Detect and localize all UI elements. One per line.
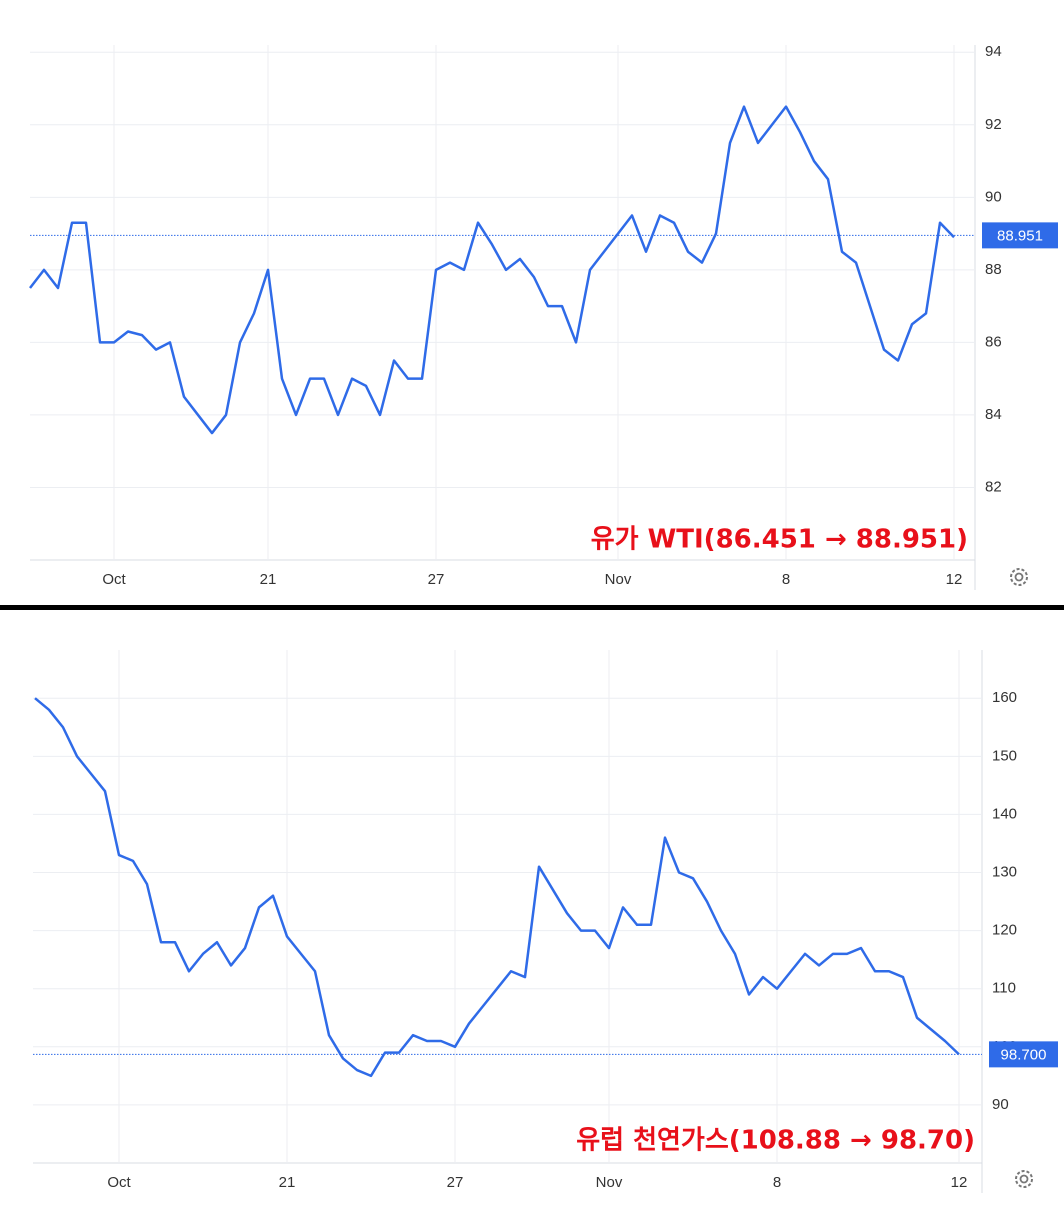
y-tick-label: 86 [985,333,1002,350]
annotation: 유가 WTI(86.451 → 88.951) [591,525,968,555]
x-tick-label: 12 [951,1174,968,1191]
x-tick-label: Nov [605,571,632,588]
gear-inner [1019,1174,1029,1184]
annotation: 유럽 천연가스(108.88 → 98.70) [576,1126,975,1156]
x-tick-label: 12 [946,571,963,588]
y-tick-label: 92 [985,116,1002,133]
y-tick-label: 82 [985,478,1002,495]
x-tick-label: 8 [773,1174,781,1191]
price-line [34,697,960,1078]
y-tick-label: 90 [985,188,1002,205]
y-tick-label: 88 [985,261,1002,278]
x-tick-label: 8 [782,571,790,588]
x-tick-label: 21 [260,571,277,588]
x-tick-label: 27 [428,571,445,588]
y-tick-label: 130 [992,863,1017,880]
x-tick-label: Oct [107,1174,131,1191]
last-value-box [989,1041,1058,1068]
x-tick-label: Nov [596,1174,623,1191]
y-tick-label: 94 [985,43,1002,60]
y-tick-label: 140 [992,805,1017,822]
settings-icon[interactable] [1010,568,1028,586]
y-tick-label: 84 [985,406,1002,423]
last-value-box [982,222,1058,249]
gear-inner [1014,572,1024,582]
x-tick-label: 27 [447,1174,464,1191]
separator [0,605,1064,610]
y-tick-label: 110 [992,980,1016,997]
y-tick-label: 90 [992,1096,1009,1113]
gear-outer [1015,1170,1033,1188]
last-value-label: 88.951 [997,227,1043,244]
gear-outer [1010,568,1028,586]
last-value-label: 98.700 [1001,1046,1047,1063]
y-tick-label: 120 [992,922,1017,939]
price-line [29,105,955,435]
y-tick-label: 150 [992,747,1017,764]
x-tick-label: Oct [102,571,126,588]
settings-icon[interactable] [1015,1170,1033,1188]
y-tick-label: 160 [992,689,1017,706]
x-tick-label: 21 [279,1174,296,1191]
